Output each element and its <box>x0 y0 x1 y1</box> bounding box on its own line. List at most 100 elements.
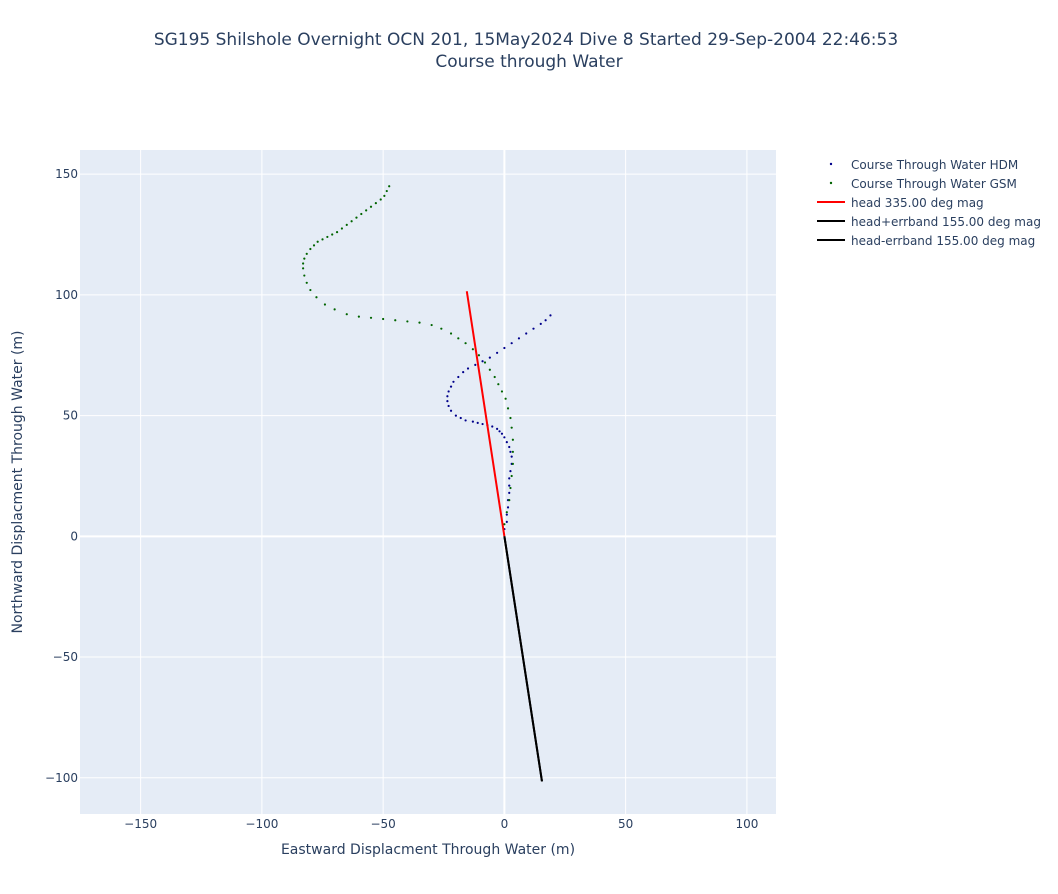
data-point <box>471 348 474 351</box>
data-point <box>302 262 305 265</box>
data-point <box>505 513 508 516</box>
data-point <box>474 363 477 366</box>
data-point <box>488 368 491 371</box>
legend-item-hdm[interactable]: Course Through Water HDM <box>829 158 1018 172</box>
legend-label-hdm: Course Through Water HDM <box>851 158 1018 172</box>
data-point <box>491 425 494 428</box>
data-point <box>503 346 506 350</box>
data-point <box>382 317 385 321</box>
data-point <box>345 223 348 226</box>
data-point <box>315 296 318 299</box>
data-point <box>309 288 312 292</box>
data-point <box>508 491 511 494</box>
data-point <box>464 342 467 345</box>
grid-lines <box>80 150 776 814</box>
data-point <box>357 315 360 318</box>
data-point <box>355 216 358 219</box>
data-point <box>365 209 368 212</box>
data-point <box>504 397 507 400</box>
data-point <box>452 380 455 383</box>
chart-subtitle: Course through Water <box>435 52 622 72</box>
data-point <box>503 523 506 526</box>
data-point <box>477 354 481 357</box>
data-point <box>335 230 339 234</box>
data-point <box>340 227 344 230</box>
data-point <box>305 281 308 284</box>
data-point <box>345 313 348 316</box>
data-point <box>525 332 528 335</box>
data-point <box>388 185 391 188</box>
data-point <box>483 361 487 364</box>
y-tick-labels: −100 −50 0 50 100 150 <box>45 167 78 785</box>
data-point <box>532 327 535 330</box>
data-point <box>511 462 514 465</box>
legend-label-gsm: Course Through Water GSM <box>851 177 1017 191</box>
data-point <box>302 267 305 270</box>
series-0 <box>446 314 552 531</box>
data-point <box>379 198 382 201</box>
data-point <box>350 220 353 223</box>
data-point <box>511 450 514 453</box>
data-point <box>506 506 510 509</box>
data-point <box>508 477 511 480</box>
data-point <box>509 470 512 473</box>
data-point <box>506 407 510 410</box>
data-point <box>383 194 386 197</box>
data-point <box>449 385 453 388</box>
data-point <box>369 316 373 319</box>
data-point <box>446 395 449 398</box>
data-point <box>496 427 499 430</box>
series-4 <box>503 536 543 782</box>
data-point <box>508 499 511 502</box>
data-point <box>374 202 377 205</box>
data-point <box>457 337 460 340</box>
y-tick-label: −50 <box>53 650 78 664</box>
y-tick-label: −100 <box>45 771 78 785</box>
x-tick-labels: −150 −100 −50 0 50 100 <box>124 817 758 831</box>
data-point <box>333 308 336 311</box>
x-tick-label: 0 <box>501 817 509 831</box>
legend-item-head[interactable]: head 335.00 deg mag <box>817 196 984 210</box>
legend-label-head-plus-errband: head+errband 155.00 deg mag <box>851 215 1041 229</box>
data-point <box>493 375 496 379</box>
data-point <box>497 383 500 386</box>
data-point <box>510 426 513 429</box>
data-point <box>446 400 449 403</box>
data-point <box>316 240 319 243</box>
data-point <box>481 360 484 363</box>
y-axis-title: Northward Displacment Through Water (m) <box>10 330 26 633</box>
data-point <box>418 321 421 324</box>
data-point <box>510 474 513 478</box>
data-point <box>440 327 443 330</box>
legend-label-head-minus-errband: head-errband 155.00 deg mag <box>851 234 1035 248</box>
data-point <box>500 390 504 393</box>
series-line <box>503 536 543 782</box>
data-point <box>510 342 513 345</box>
data-point <box>503 436 506 439</box>
data-point <box>539 322 542 325</box>
zero-lines <box>80 150 776 814</box>
data-point <box>476 421 479 424</box>
y-tick-label: 150 <box>55 167 78 181</box>
data-point <box>309 247 312 251</box>
data-point <box>305 252 308 255</box>
legend-symbol-hdm <box>829 162 833 166</box>
data-point <box>449 332 453 335</box>
data-point <box>331 233 334 236</box>
x-axis-title: Eastward Displacment Through Water (m) <box>281 842 575 858</box>
y-tick-label: 100 <box>55 288 78 302</box>
data-point <box>406 320 409 323</box>
legend-item-head-plus-errband[interactable]: head+errband 155.00 deg mag <box>817 215 1041 229</box>
data-point <box>369 205 373 208</box>
data-point <box>466 367 470 370</box>
x-tick-label: 100 <box>735 817 758 831</box>
legend[interactable]: Course Through Water HDM Course Through … <box>817 158 1041 248</box>
data-point <box>508 445 511 449</box>
legend-item-gsm[interactable]: Course Through Water GSM <box>829 177 1017 191</box>
data-point <box>394 319 397 322</box>
x-tick-label: 50 <box>618 817 633 831</box>
data-point <box>517 337 521 340</box>
plot-area <box>80 150 776 814</box>
legend-item-head-minus-errband[interactable]: head-errband 155.00 deg mag <box>817 234 1035 248</box>
